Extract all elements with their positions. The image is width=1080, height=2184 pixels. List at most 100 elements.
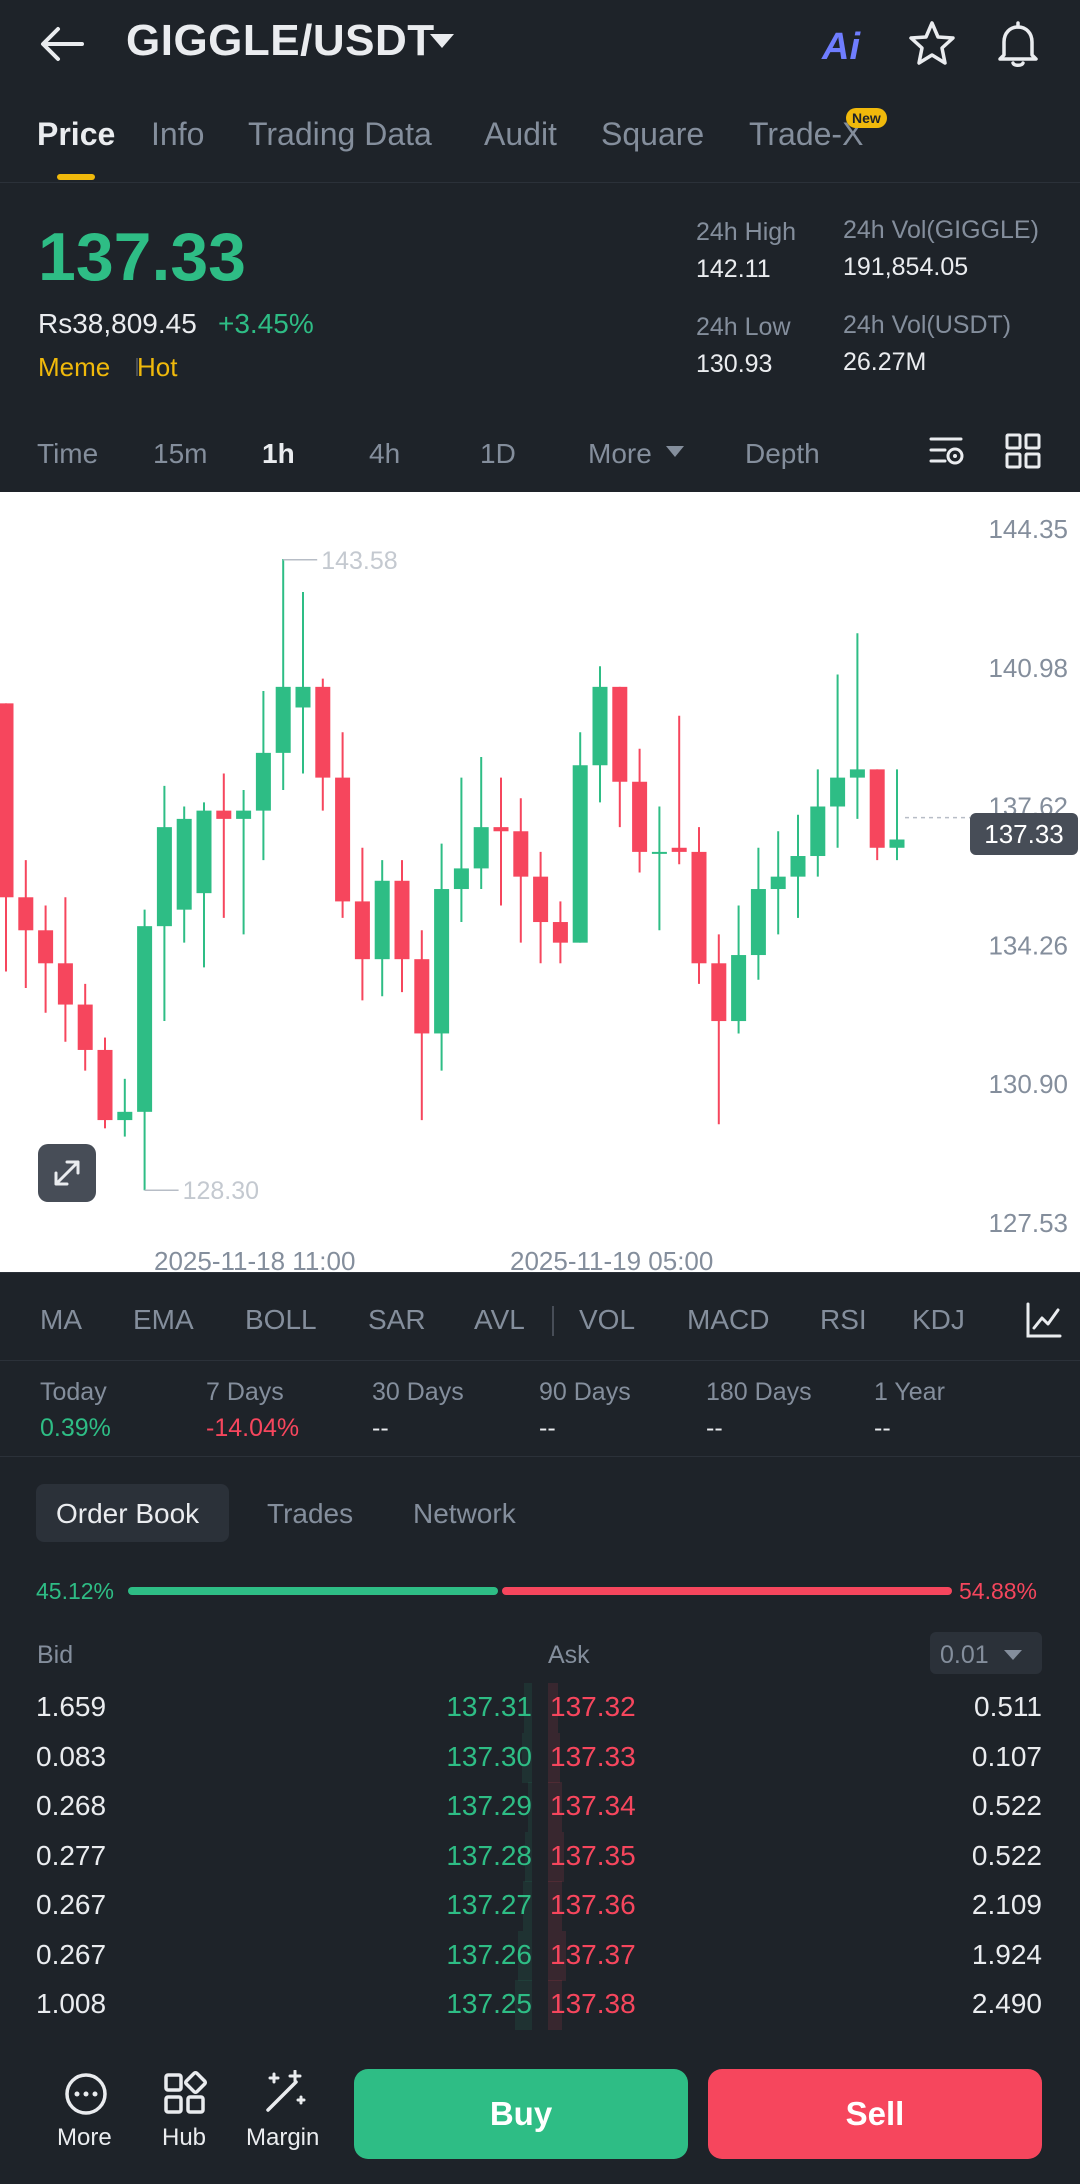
tab-info[interactable]: Info <box>151 116 205 152</box>
y-tick-label: 144.35 <box>988 514 1068 544</box>
sell-button[interactable]: Sell <box>708 2069 1042 2159</box>
order-book-row[interactable]: 0.277 137.28 137.35 0.522 <box>0 1831 1080 1882</box>
tab-square[interactable]: Square <box>601 116 705 152</box>
timeframe-depth[interactable]: Depth <box>745 438 820 469</box>
candle-body <box>236 810 252 819</box>
ai-icon[interactable]: Ai <box>822 26 860 68</box>
tab-network[interactable]: Network <box>413 1498 516 1529</box>
timeframe-15m[interactable]: 15m <box>153 438 208 469</box>
indicator-chart-icon[interactable] <box>1024 1300 1064 1340</box>
bid-quantity: 0.083 <box>36 1740 107 1772</box>
layout-grid-icon[interactable] <box>1004 432 1042 470</box>
ask-price: 137.36 <box>550 1889 636 1920</box>
candle-body <box>473 827 489 869</box>
y-tick-label: 130.90 <box>988 1069 1068 1099</box>
nav-margin-label[interactable]: Margin <box>246 2124 320 2151</box>
indicator-macd[interactable]: MACD <box>687 1304 770 1335</box>
margin-wand-icon[interactable] <box>260 2070 308 2118</box>
bid-quantity: 0.267 <box>36 1938 107 1970</box>
buy-button[interactable]: Buy <box>354 2069 688 2159</box>
indicator-kdj[interactable]: KDJ <box>912 1304 965 1335</box>
active-tab-indicator <box>57 174 95 180</box>
indicator-vol[interactable]: VOL <box>579 1304 636 1335</box>
bid-depth-bar <box>527 1782 532 1832</box>
indicator-ma[interactable]: MA <box>40 1304 82 1335</box>
perf-7d-value: -14.04% <box>206 1414 300 1442</box>
tab-trading-data[interactable]: Trading Data <box>248 116 432 152</box>
candle-body <box>335 777 351 902</box>
timeframe-1h[interactable]: 1h <box>262 438 295 469</box>
indicator-sar[interactable]: SAR <box>368 1304 426 1335</box>
ask-depth-bar <box>548 1930 566 1981</box>
vol-quote-label: 24h Vol(USDT) <box>843 311 1012 339</box>
indicator-ema[interactable]: EMA <box>133 1304 194 1335</box>
bid-depth-bar <box>521 1732 532 1783</box>
chart-settings-icon[interactable] <box>928 432 966 470</box>
more-circle-icon[interactable] <box>62 2070 110 2118</box>
candle-body <box>572 765 588 943</box>
timeframe-time[interactable]: Time <box>37 438 99 469</box>
tab-order-book[interactable]: Order Book <box>56 1498 200 1529</box>
ask-price: 137.35 <box>550 1839 636 1871</box>
tab-trades[interactable]: Trades <box>267 1498 354 1529</box>
order-book-row[interactable]: 0.267 137.27 137.36 2.109 <box>0 1881 1080 1931</box>
perf-180d-value: -- <box>706 1414 723 1442</box>
bid-depth-bar <box>518 1930 532 1981</box>
notification-bell-icon[interactable] <box>992 18 1044 70</box>
x-axis-label: 2025-11-19 05:00 <box>510 1246 713 1272</box>
y-tick-label: 140.98 <box>988 653 1068 683</box>
back-arrow-icon[interactable] <box>38 22 86 66</box>
candle-body <box>889 839 905 848</box>
perf-1y-label: 1 Year <box>874 1378 945 1406</box>
indicator-avl[interactable]: AVL <box>474 1304 525 1335</box>
candle-body <box>632 781 648 852</box>
precision-value[interactable]: 0.01 <box>940 1641 989 1669</box>
timeframe-more[interactable]: More <box>588 438 652 469</box>
order-book-row[interactable]: 1.008 137.25 137.38 2.490 <box>0 1980 1080 2030</box>
hub-grid-icon[interactable] <box>161 2070 209 2118</box>
tag-meme[interactable]: Meme <box>38 352 111 382</box>
low-label: 24h Low <box>696 313 791 341</box>
price-change-percent: +3.45% <box>218 308 314 339</box>
vol-base-label: 24h Vol(GIGGLE) <box>843 216 1039 244</box>
pair-title[interactable]: GIGGLE/USDT <box>126 16 435 65</box>
order-book-row[interactable]: 0.083 137.30 137.33 0.107 <box>0 1732 1080 1783</box>
order-book-row[interactable]: 1.659 137.31 137.32 0.511 <box>0 1683 1080 1733</box>
order-book-row[interactable]: 0.268 137.29 137.34 0.522 <box>0 1782 1080 1832</box>
timeframe-4h[interactable]: 4h <box>369 438 401 469</box>
favorite-star-icon[interactable] <box>906 18 958 70</box>
pair-dropdown-caret-icon[interactable] <box>430 34 454 48</box>
min-price-label: 128.30 <box>183 1177 259 1205</box>
candle-body <box>176 818 192 910</box>
ask-quantity: 2.490 <box>971 1988 1042 2019</box>
ask-depth-bar <box>548 1980 562 2030</box>
nav-hub-label[interactable]: Hub <box>162 2124 207 2151</box>
tab-price[interactable]: Price <box>37 116 116 152</box>
candle-body <box>374 880 390 960</box>
divider <box>0 1272 1080 1273</box>
y-tick-label: 127.53 <box>988 1208 1068 1238</box>
order-book-row[interactable]: 0.267 137.26 137.37 1.924 <box>0 1930 1080 1981</box>
divider <box>0 1360 1080 1361</box>
candle-body <box>830 777 846 807</box>
tag-hot[interactable]: Hot <box>137 352 178 382</box>
candle-body <box>552 922 568 943</box>
indicator-boll[interactable]: BOLL <box>245 1304 317 1335</box>
precision-select[interactable] <box>930 1632 1042 1674</box>
tab-audit[interactable]: Audit <box>484 116 557 152</box>
candle-body <box>849 769 865 778</box>
candle-body <box>315 686 331 778</box>
indicator-rsi[interactable]: RSI <box>820 1304 867 1335</box>
divider <box>0 182 1080 183</box>
bid-quantity: 0.267 <box>36 1889 107 1920</box>
timeframe-1d[interactable]: 1D <box>480 438 516 469</box>
candle-body <box>592 686 608 766</box>
y-tick-label: 134.26 <box>988 930 1068 960</box>
candle-body <box>434 889 450 1034</box>
chart-canvas[interactable]: 144.35140.98137.62134.26130.90127.532025… <box>0 492 1080 1276</box>
nav-more-label[interactable]: More <box>57 2124 112 2151</box>
candlestick-chart[interactable]: 144.35 140.98 137.62 134.26 130.90 127.53 2025… <box>0 492 1080 1276</box>
bid-depth-bar <box>522 1881 532 1931</box>
fullscreen-expand-icon[interactable] <box>38 1144 96 1202</box>
tab-trade-x[interactable]: Trade-X <box>749 116 864 152</box>
